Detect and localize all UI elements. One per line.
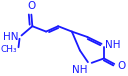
Text: NH: NH bbox=[105, 40, 121, 50]
Text: O: O bbox=[27, 1, 35, 11]
Text: HN: HN bbox=[3, 32, 19, 42]
Text: O: O bbox=[118, 61, 126, 72]
Text: NH: NH bbox=[72, 65, 88, 75]
Text: CH₃: CH₃ bbox=[1, 45, 17, 54]
